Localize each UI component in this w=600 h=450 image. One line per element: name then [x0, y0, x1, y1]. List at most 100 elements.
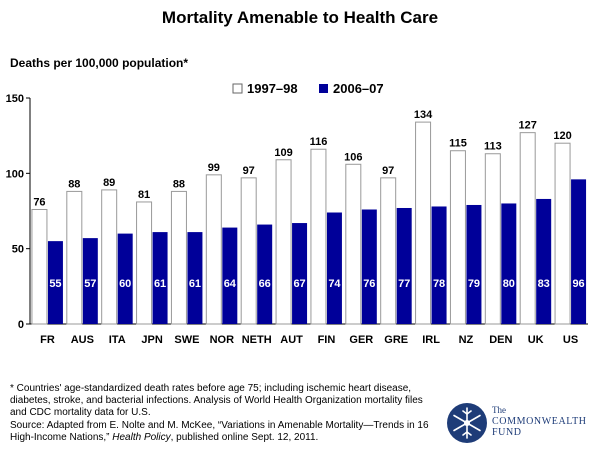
bar-2006-07 — [361, 209, 377, 324]
x-tick-label: NETH — [242, 334, 272, 346]
y-tick-label: 150 — [6, 93, 24, 105]
data-label-1997-98: 106 — [344, 151, 362, 163]
logo-line-3: FUND — [492, 427, 522, 438]
data-label-1997-98: 116 — [310, 136, 328, 148]
y-axis-label: Deaths per 100,000 population* — [10, 56, 189, 70]
data-label-1997-98: 127 — [519, 120, 537, 132]
bar-1997-98 — [240, 177, 257, 325]
footnote-source: Source: Adapted from E. Nolte and M. McK… — [10, 420, 440, 444]
snowflake-seal-icon — [447, 403, 487, 443]
footnote: * Countries' age-standardized death rate… — [10, 383, 440, 444]
bar-2006-07 — [431, 206, 447, 324]
source-prefix: Source: Adapted from E. Nolte and M. McK… — [10, 419, 429, 443]
bar-1997-98 — [449, 150, 466, 325]
data-label-2006-07: 64 — [224, 278, 237, 290]
data-label-1997-98: 76 — [33, 196, 45, 208]
bar-2006-07 — [187, 232, 203, 324]
data-label-1997-98: 89 — [103, 177, 115, 189]
x-tick-label: JPN — [141, 334, 162, 346]
bar-2006-07 — [396, 207, 412, 324]
data-label-2006-07: 77 — [398, 278, 410, 290]
x-tick-label: AUS — [71, 334, 94, 346]
bar-2006-07 — [292, 223, 308, 324]
data-label-1997-98: 115 — [449, 138, 467, 150]
x-tick-label: IRL — [422, 334, 440, 346]
bar-1997-98 — [101, 189, 118, 325]
data-label-2006-07: 74 — [328, 278, 341, 290]
x-tick-label: DEN — [489, 334, 512, 346]
bar-2006-07 — [82, 238, 98, 324]
legend: 1997–98 2006–07 — [232, 81, 384, 96]
bar-1997-98 — [310, 148, 327, 325]
bars — [31, 121, 587, 325]
x-tick-label: NOR — [210, 334, 235, 346]
source-suffix: , published online Sept. 12, 2011. — [170, 431, 319, 443]
bar-2006-07 — [152, 232, 168, 324]
data-label-2006-07: 80 — [503, 278, 515, 290]
bar-2006-07 — [466, 204, 482, 324]
data-label-1997-98: 99 — [208, 162, 220, 174]
legend-swatch-2006-07 — [319, 84, 328, 93]
data-label-2006-07: 83 — [538, 278, 550, 290]
commonwealth-fund-logo: The COMMONWEALTH FUND — [446, 402, 596, 446]
bar-chart: 1997–98 2006–07 0 50 100 150 76 55 FR 88 57 AUS 89… — [6, 81, 588, 346]
data-label-2006-07: 96 — [572, 278, 584, 290]
data-label-2006-07: 55 — [49, 278, 61, 290]
data-label-1997-98: 134 — [414, 109, 433, 121]
x-tick-label: FIN — [318, 334, 336, 346]
bar-2006-07 — [47, 241, 63, 324]
bar-1997-98 — [345, 163, 362, 325]
bar-2006-07 — [326, 212, 342, 324]
data-label-1997-98: 81 — [138, 189, 150, 201]
data-label-2006-07: 78 — [433, 278, 445, 290]
data-label-2006-07: 67 — [293, 278, 305, 290]
data-labels: 76 55 FR 88 57 AUS 89 60 ITA 81 61 JPN 88 61 SWE 99 64 NO… — [33, 109, 584, 346]
bar-2006-07 — [222, 227, 238, 324]
page-title: Mortality Amenable to Health Care — [161, 8, 439, 27]
data-label-1997-98: 88 — [173, 178, 185, 190]
bar-2006-07 — [536, 198, 552, 324]
y-tick-label: 50 — [12, 244, 24, 256]
data-label-2006-07: 66 — [259, 278, 271, 290]
x-tick-label: GER — [349, 334, 373, 346]
bar-2006-07 — [501, 203, 517, 324]
x-tick-label: UK — [528, 334, 544, 346]
y-tick-label: 100 — [6, 168, 24, 180]
data-label-2006-07: 61 — [189, 278, 201, 290]
legend-swatch-1997-98 — [232, 83, 243, 94]
bar-1997-98 — [484, 153, 501, 325]
data-label-1997-98: 120 — [553, 130, 571, 142]
x-tick-label: NZ — [459, 334, 474, 346]
data-label-2006-07: 79 — [468, 278, 480, 290]
bar-1997-98 — [415, 121, 432, 325]
data-label-1997-98: 113 — [484, 141, 502, 153]
x-tick-label: US — [563, 334, 578, 346]
x-tick-label: SWE — [174, 334, 199, 346]
bar-1997-98 — [170, 190, 187, 325]
data-label-2006-07: 76 — [363, 278, 375, 290]
y-tick-label: 0 — [18, 319, 24, 331]
bar-2006-07 — [571, 179, 587, 324]
data-label-2006-07: 57 — [84, 278, 96, 290]
data-label-2006-07: 61 — [154, 278, 166, 290]
data-label-1997-98: 97 — [243, 165, 255, 177]
logo-line-2: COMMONWEALTH — [492, 416, 587, 427]
data-label-1997-98: 109 — [274, 147, 292, 159]
bar-2006-07 — [117, 233, 133, 324]
x-tick-label: AUT — [280, 334, 303, 346]
data-label-1997-98: 97 — [382, 165, 394, 177]
footnote-definition: * Countries' age-standardized death rate… — [10, 383, 423, 419]
x-tick-label: GRE — [384, 334, 408, 346]
bar-1997-98 — [380, 177, 397, 325]
bar-1997-98 — [519, 132, 536, 325]
bar-1997-98 — [31, 208, 48, 325]
x-tick-label: FR — [40, 334, 55, 346]
data-label-1997-98: 88 — [68, 178, 80, 190]
bar-1997-98 — [205, 174, 222, 325]
bar-1997-98 — [554, 142, 571, 325]
logo-line-1: The — [492, 405, 506, 415]
bar-1997-98 — [66, 190, 83, 325]
bar-2006-07 — [257, 224, 273, 324]
data-label-2006-07: 60 — [119, 278, 131, 290]
logo-text: The COMMONWEALTH FUND — [492, 405, 587, 438]
